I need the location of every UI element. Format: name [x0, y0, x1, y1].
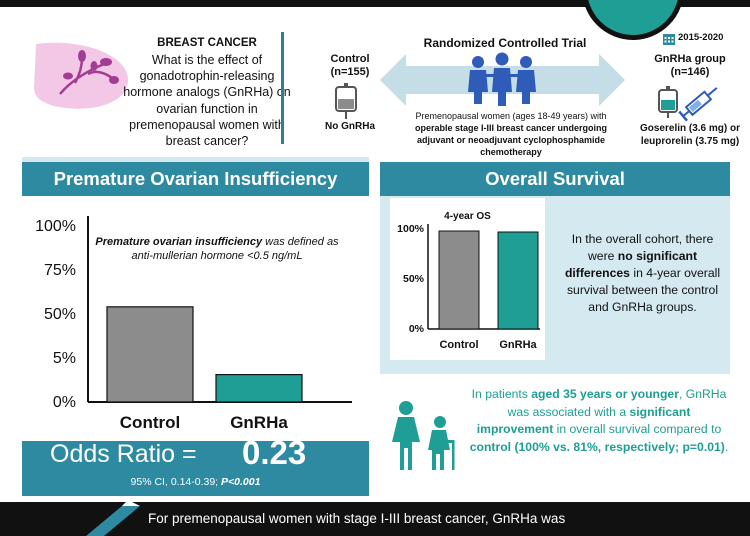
young-b1: aged 35 years or younger — [531, 387, 679, 401]
control-label: Control — [330, 53, 370, 65]
poi-definition-bold: Premature ovarian insufficiency — [95, 236, 263, 248]
poi-ytick-label: 75% — [44, 262, 76, 279]
young-b3: control — [469, 439, 512, 454]
os-ytick-label: 0% — [409, 323, 425, 335]
os-xtick-label: Control — [439, 339, 478, 351]
top-black-bar — [0, 0, 750, 7]
poi-ytick-label: 0% — [53, 394, 76, 411]
poi-ytick-label: 100% — [35, 218, 76, 235]
gnrha-drugs: Goserelin (3.6 mg) or leuprorelin (3.75 m… — [630, 122, 750, 148]
poi-bar-chart: 100% 75% 50% 5% 0% Control GnRHa — [35, 216, 352, 432]
os-ytick-label: 100% — [397, 223, 425, 235]
young-patients-text: In patients aged 35 years or younger, Gn… — [468, 386, 730, 456]
os-chart-title: 4-year OS — [444, 211, 491, 222]
poi-ytick-label: 5% — [53, 350, 76, 367]
os-text-2: in 4-year overall survival between the c… — [566, 266, 721, 314]
gnrha-group-label: GnRHa group — [654, 53, 726, 65]
young-t2: , GnRHa was associated with a — [507, 387, 727, 419]
poi-chart-area — [22, 196, 369, 441]
poi-ytick-label: 50% — [44, 306, 76, 323]
question-title: BREAST CANCER — [157, 37, 257, 49]
no-gnrha-label: No GnRHa — [325, 121, 375, 132]
os-xtick-label: GnRHa — [499, 339, 537, 351]
year-range: 2015-2020 — [678, 32, 724, 43]
os-bar-chart: 100% 50% 0% Control GnRHa — [397, 223, 540, 351]
double-arrow-people-icon — [380, 52, 625, 106]
os-summary: In the overall cohort, there were no sig… — [560, 231, 725, 316]
question-text: What is the effect of gonadotrophin-rele… — [123, 53, 291, 149]
calendar-icon — [663, 34, 675, 45]
confidence-interval: 95% CI, 0.14-0.39; P<0.001 — [22, 476, 369, 488]
odds-ratio-label: Odds Ratio = — [50, 440, 197, 468]
os-text-1: In the overall cohort, there were — [571, 232, 714, 263]
drug-line-1: Goserelin (3.6 mg) or — [639, 123, 741, 134]
young-t4: . — [724, 439, 729, 454]
control-n: (n=155) — [330, 66, 370, 78]
poi-title: Premature Ovarian Insufficiency — [22, 162, 369, 196]
syringe-icon — [678, 87, 718, 122]
trial-population-bold: operable stage I-III breast cancer under… — [414, 123, 608, 157]
bottom-conclusion: For premenopausal women with stage I-III… — [148, 511, 566, 526]
poi-definition-text: was defined as anti-mullerian hormone <0… — [131, 236, 339, 262]
trial-title: Randomized Controlled Trial — [423, 36, 587, 50]
iv-bag-teal-icon — [658, 86, 678, 118]
os-ytick-label: 50% — [403, 273, 425, 285]
poi-definition: Premature ovarian insufficiency was defi… — [86, 235, 348, 263]
breast-icon — [34, 42, 128, 109]
iv-bag-icon — [335, 83, 357, 119]
poi-xtick-label: GnRHa — [230, 413, 288, 432]
odds-ratio-band — [22, 441, 369, 496]
header-divider — [281, 32, 284, 144]
os-title: Overall Survival — [380, 162, 730, 196]
os-bar-gnrha — [497, 231, 539, 330]
trial-description: Premenopausal women (ages 18-49 years) w… — [398, 110, 624, 158]
ci-text: 95% CI, 0.14-0.39; — [130, 476, 222, 488]
os-text-bold: no significant differences — [564, 249, 698, 280]
pen-icon — [86, 502, 140, 536]
woman-and-elder-icon — [392, 401, 455, 470]
trial-population-text: Premenopausal women (ages 18-49 years) w… — [415, 111, 607, 121]
os-bar-control — [438, 230, 480, 330]
young-b2: significant improvement — [476, 404, 691, 437]
drug-line-2: leuprorelin (3.75 mg) — [640, 136, 740, 147]
gnrha-n: (n=146) — [670, 66, 710, 78]
odds-ratio-value: 0.23 — [242, 434, 307, 471]
young-b4: (100% vs. 81%, respectively; p=0.01) — [514, 439, 725, 454]
p-value: P<0.001 — [221, 476, 261, 488]
poi-bar-control — [106, 306, 194, 403]
young-t3: in overall survival compared to — [553, 422, 722, 436]
poi-bar-gnrha — [215, 374, 303, 403]
young-t1: In patients — [471, 387, 532, 401]
poi-xtick-label: Control — [120, 413, 180, 432]
